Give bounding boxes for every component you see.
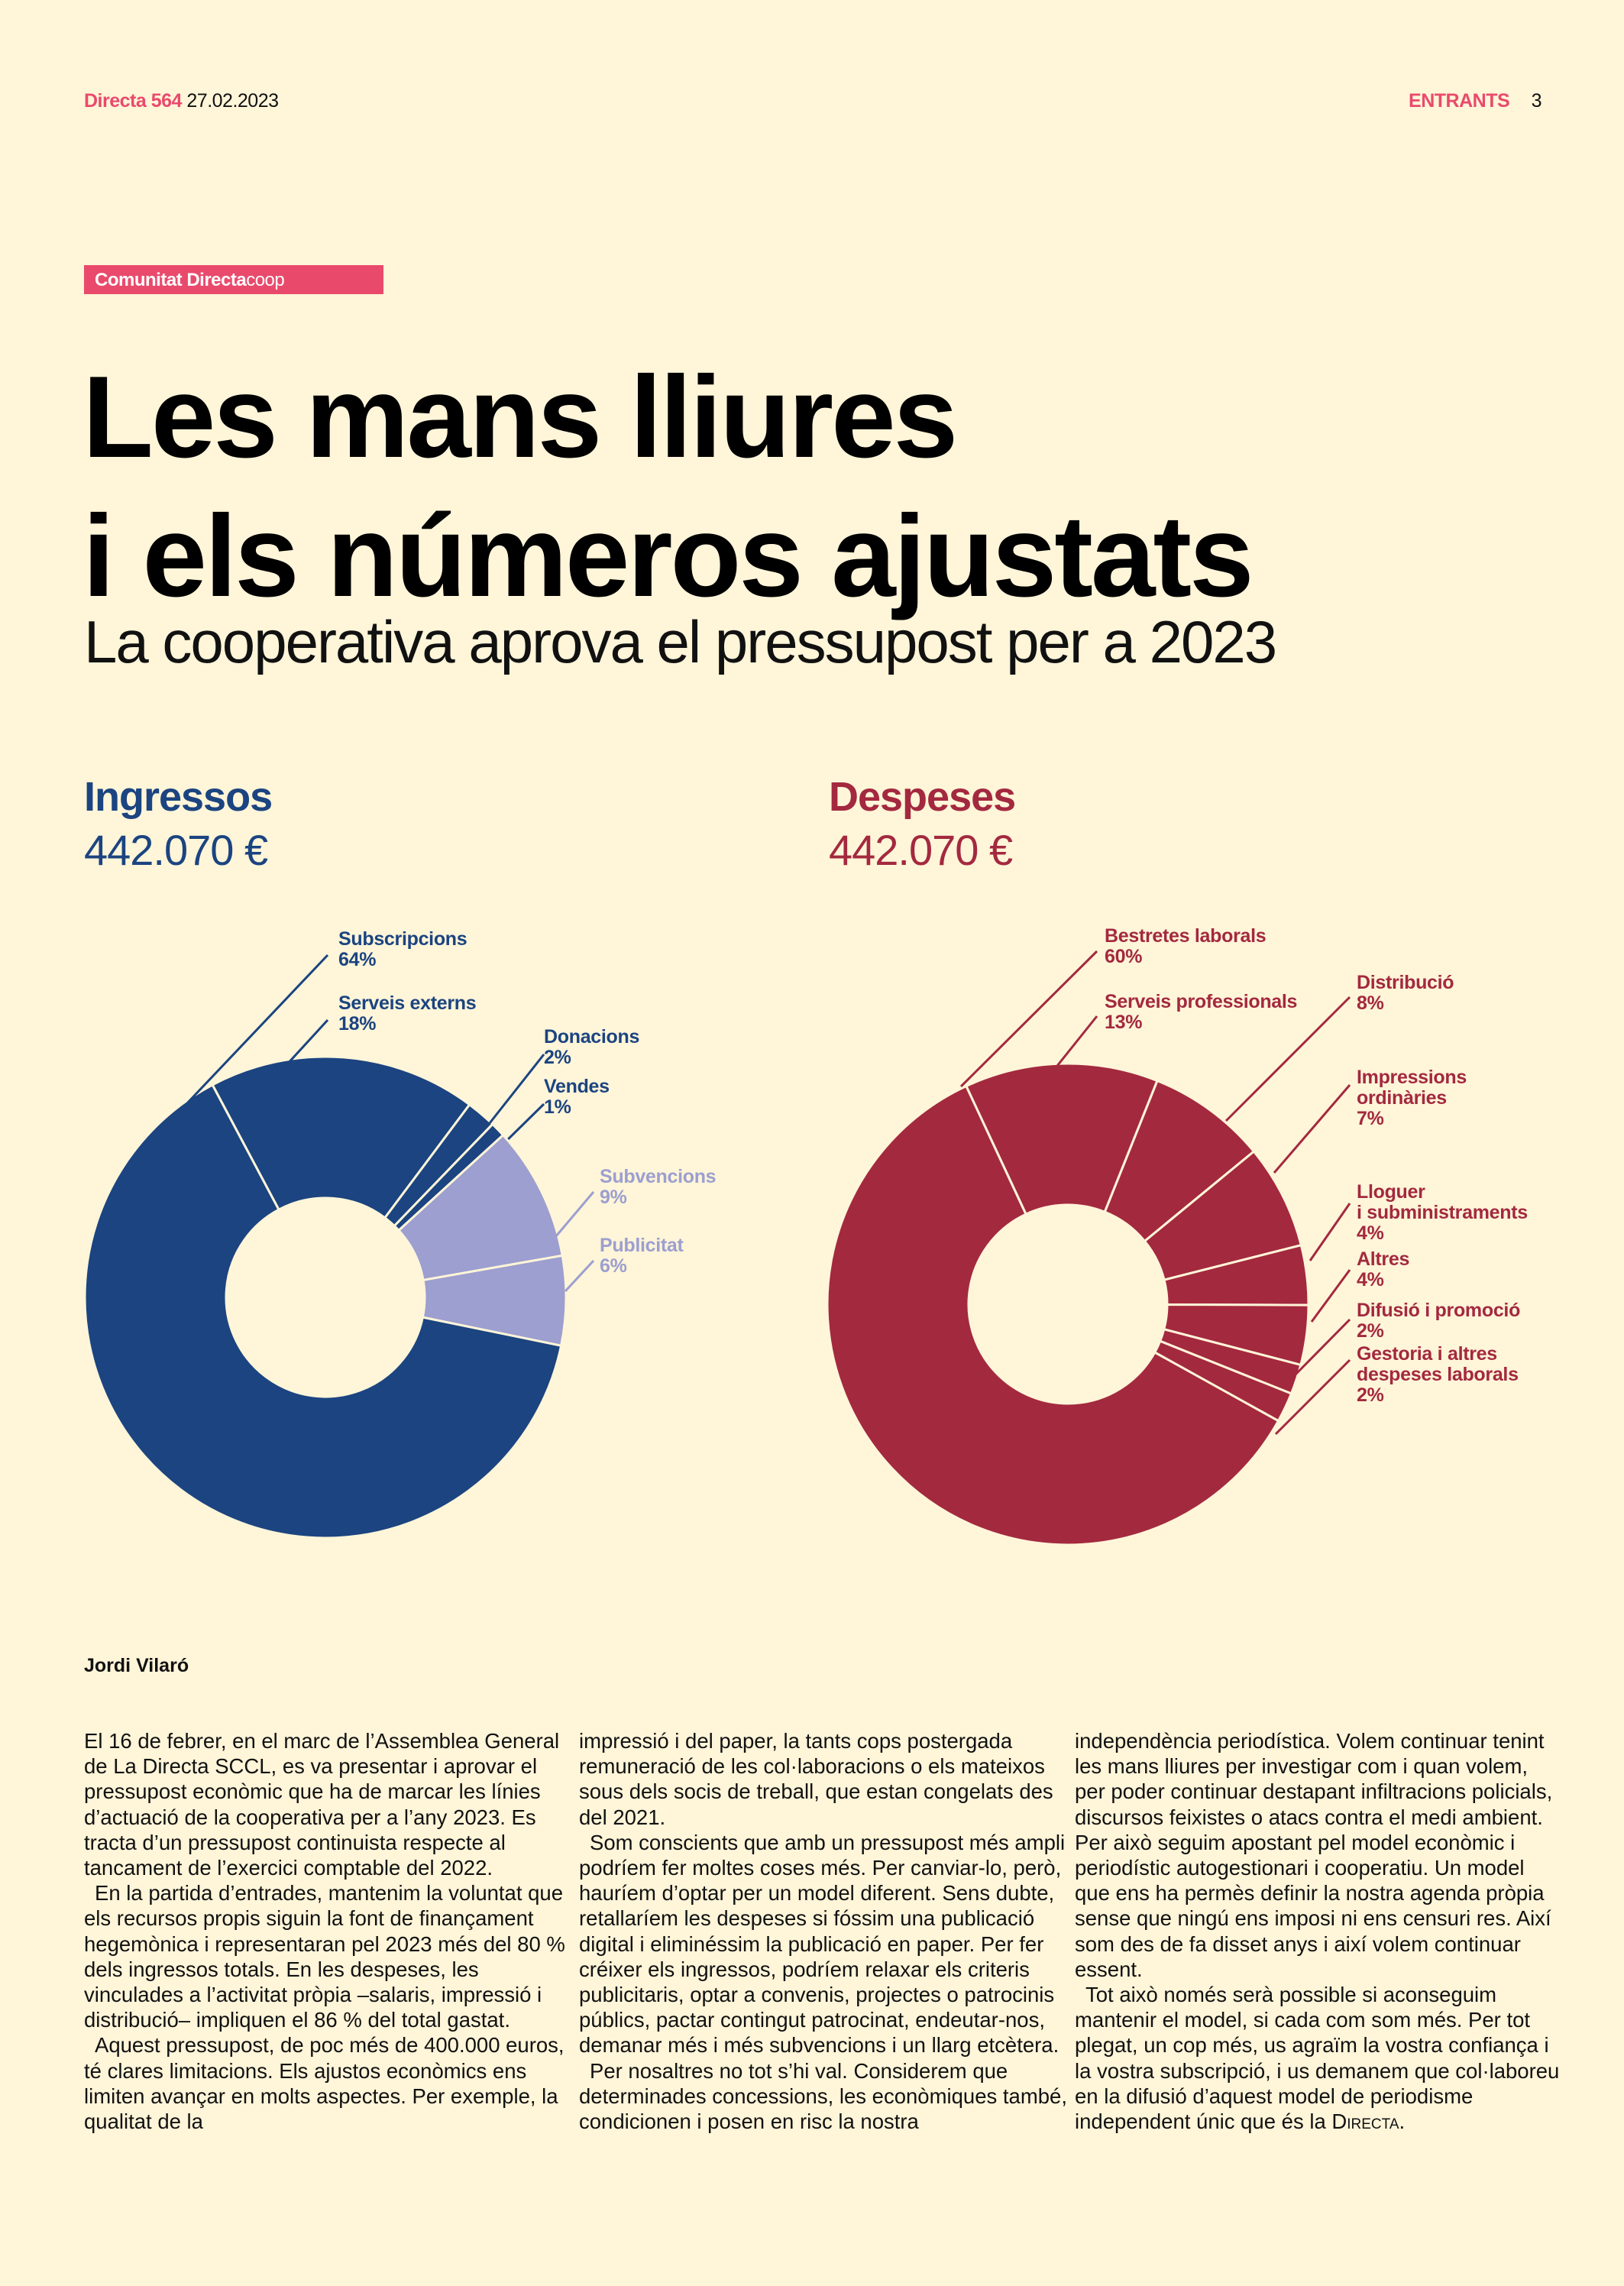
- subtitle: La cooperativa aprova el pressupost per …: [84, 608, 1277, 675]
- donut-slice-bestretes-laborals: [826, 1084, 1280, 1546]
- paragraph-text: Tot això només serà possible si aconsegu…: [1075, 1983, 1560, 2134]
- income-heading: Ingressos: [84, 774, 273, 820]
- body-column-2: impressió i del paper, la tants cops pos…: [579, 1728, 1068, 2134]
- title-line-2: i els números ajustats: [82, 491, 1254, 621]
- paragraph: El 16 de febrer, en el marc de l’Assembl…: [84, 1729, 560, 1880]
- label-text-2: ordinàries: [1357, 1087, 1447, 1109]
- label-bestretes: Bestretes laborals 60%: [1105, 925, 1267, 967]
- label-text-2: despeses laborals: [1357, 1364, 1519, 1385]
- tag-suffix: coop: [246, 270, 285, 290]
- label-text: Lloguer: [1357, 1181, 1425, 1203]
- page-header-left: Directa 564 27.02.2023: [84, 90, 279, 112]
- paragraph: Aquest pressupost, de poc més de 400.000…: [84, 2033, 565, 2134]
- label-pct: 4%: [1357, 1269, 1384, 1290]
- label-text: Subvencions: [600, 1166, 717, 1187]
- paragraph: En la partida d’entrades, mantenim la vo…: [84, 1881, 565, 2032]
- body-column-1: El 16 de febrer, en el marc de l’Assembl…: [84, 1728, 573, 2134]
- label-pct: 60%: [1105, 946, 1143, 967]
- donut-slice-subscripcions: [83, 1083, 563, 1540]
- label-text: Difusió i promoció: [1357, 1300, 1521, 1321]
- byline: Jordi Vilaró: [84, 1655, 189, 1676]
- label-text: Donacions: [544, 1026, 640, 1047]
- label-pct: 4%: [1357, 1222, 1384, 1244]
- leader-line: [1224, 996, 1351, 1122]
- leader-line: [500, 1103, 545, 1148]
- label-pct: 13%: [1105, 1012, 1143, 1033]
- label-publicitat: Publicitat 6%: [600, 1235, 684, 1277]
- section-tag: Comunitat Directacoop: [84, 265, 383, 294]
- label-text: Bestretes laborals: [1105, 925, 1267, 947]
- paragraph: independència periodística. Volem contin…: [1075, 1729, 1553, 1981]
- page-title: Les mans lliures i els números ajustats: [82, 348, 1254, 626]
- label-pct: 64%: [338, 949, 377, 970]
- leader-line: [1310, 1269, 1351, 1323]
- section-name: ENTRANTS: [1409, 90, 1510, 112]
- label-pct: 8%: [1357, 992, 1384, 1014]
- label-gestoria: Gestoria i altres despeses laborals 2%: [1357, 1344, 1519, 1406]
- label-pct: 7%: [1357, 1108, 1384, 1129]
- paragraph: impressió i del paper, la tants cops pos…: [579, 1729, 1053, 1829]
- leader-line: [1293, 1318, 1351, 1377]
- leader-line: [1309, 1203, 1351, 1261]
- leader-line: [1274, 1358, 1351, 1436]
- label-vendes: Vendes 1%: [544, 1077, 610, 1118]
- label-serveis-professionals: Serveis professionals 13%: [1105, 992, 1297, 1033]
- page-header-right: ENTRANTS 3: [1409, 90, 1542, 112]
- paragraph: Per nosaltres no tot s’hi val. Considere…: [579, 2058, 1067, 2134]
- tag-text: Comunitat: [95, 270, 187, 290]
- label-text: Altres: [1357, 1248, 1410, 1270]
- leader-line: [1053, 1015, 1098, 1070]
- leader-line: [284, 1018, 329, 1067]
- donut-slice-serveis-professionals: [964, 1062, 1159, 1216]
- label-subvencions: Subvencions 9%: [600, 1166, 717, 1208]
- final-punct: .: [1399, 2110, 1406, 2134]
- label-pct: 18%: [338, 1013, 377, 1035]
- paragraph-final: Tot això només serà possible si aconsegu…: [1075, 1982, 1564, 2134]
- label-lloguer: Lloguer i subministraments 4%: [1357, 1182, 1528, 1244]
- income-total: 442.070 €: [84, 826, 268, 874]
- label-text-2: i subministraments: [1357, 1202, 1528, 1223]
- label-text: Publicitat: [600, 1235, 684, 1256]
- paragraph: Som conscients que amb un pressupost més…: [579, 1830, 1066, 2058]
- label-pct: 2%: [1357, 1384, 1384, 1406]
- label-pct: 6%: [600, 1255, 627, 1277]
- leader-line: [959, 950, 1098, 1088]
- label-pct: 9%: [600, 1187, 627, 1208]
- label-pct: 2%: [544, 1047, 571, 1068]
- label-text: Vendes: [544, 1076, 610, 1097]
- label-text: Subscripcions: [338, 928, 467, 950]
- leader-line: [488, 1054, 545, 1124]
- body-column-3: independència periodística. Volem contin…: [1075, 1728, 1564, 2134]
- label-altres: Altres 4%: [1357, 1249, 1409, 1290]
- label-impressions: Impressions ordinàries 7%: [1357, 1067, 1467, 1129]
- label-pct: 2%: [1357, 1320, 1384, 1342]
- label-pct: 1%: [544, 1096, 571, 1118]
- label-text: Impressions: [1357, 1067, 1467, 1088]
- expenses-heading: Despeses: [829, 774, 1016, 820]
- tag-brand: Directa: [186, 270, 247, 290]
- label-subscripcions: Subscripcions 64%: [338, 929, 467, 970]
- label-difusio: Difusió i promoció 2%: [1357, 1300, 1520, 1342]
- donut-slice-subvencions: [396, 1133, 564, 1282]
- donut-slice-serveis-externs: [211, 1055, 471, 1219]
- issue-date: 27.02.2023: [186, 90, 279, 112]
- leader-line: [1273, 1084, 1351, 1174]
- expenses-total: 442.070 €: [829, 826, 1013, 874]
- label-serveis-externs: Serveis externs 18%: [338, 992, 477, 1035]
- page-number: 3: [1531, 90, 1542, 112]
- signature-word: Directa: [1331, 2110, 1399, 2134]
- label-text: Serveis professionals: [1105, 991, 1298, 1012]
- title-line-1: Les mans lliures: [82, 352, 958, 482]
- leader-line: [170, 954, 329, 1121]
- label-text: Gestoria i altres: [1357, 1343, 1497, 1365]
- leader-line: [564, 1259, 595, 1293]
- label-text: Distribució: [1357, 972, 1454, 993]
- label-text: Serveis externs: [338, 992, 477, 1014]
- label-donacions: Donacions 2%: [544, 1027, 639, 1068]
- label-distribucio: Distribució 8%: [1357, 973, 1454, 1014]
- leader-line: [550, 1191, 595, 1242]
- publication-issue: Directa 564: [84, 90, 182, 112]
